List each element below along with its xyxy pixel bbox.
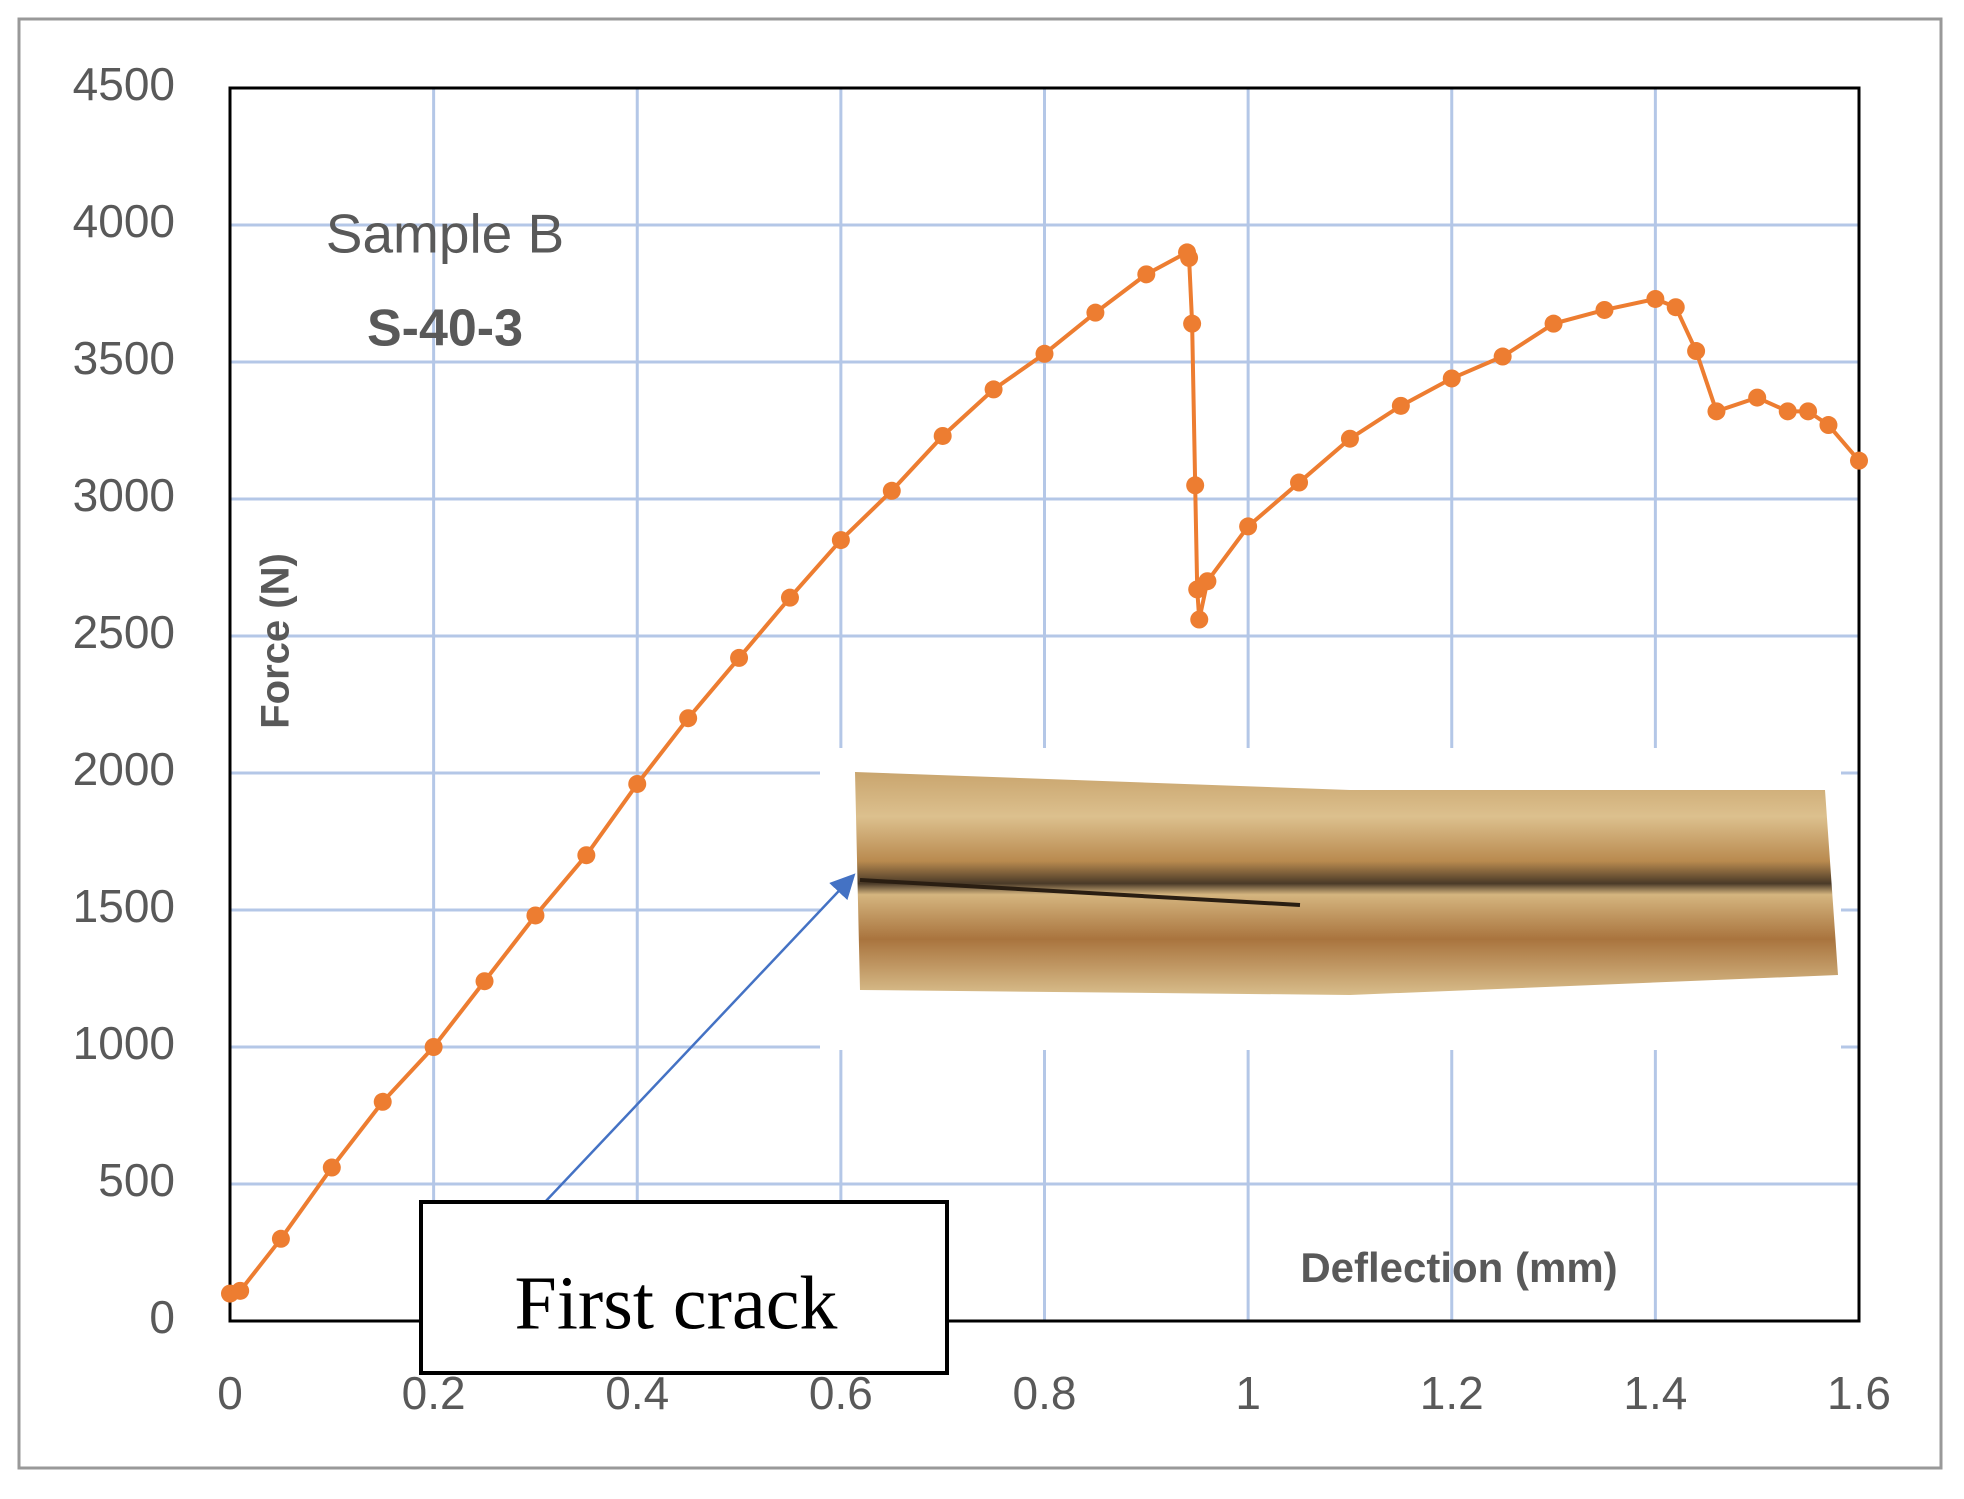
- data-point: [1290, 473, 1309, 492]
- y-tick-label: 4000: [73, 195, 175, 247]
- data-point: [1819, 416, 1838, 435]
- data-point: [882, 481, 901, 500]
- plot: [221, 243, 1868, 1303]
- data-point: [1137, 265, 1156, 284]
- y-tick-label: 500: [98, 1154, 175, 1206]
- y-axis-label: Force (N): [254, 553, 298, 729]
- y-tick-label: 3000: [73, 469, 175, 521]
- data-point: [1544, 314, 1563, 333]
- data-point: [1239, 517, 1258, 536]
- arrow: [544, 873, 856, 1203]
- data-point: [373, 1092, 392, 1111]
- frame: [17, 17, 1943, 1470]
- data-point: [424, 1038, 443, 1056]
- sample-id: S-40-3: [367, 300, 523, 358]
- x-tick-label: 1: [1235, 1367, 1261, 1419]
- crack: [859, 878, 1301, 907]
- x-tick-label: 0.6: [809, 1367, 873, 1419]
- x-tick-label: 1.4: [1623, 1367, 1687, 1419]
- x-tick-label: 1.2: [1420, 1367, 1484, 1419]
- data-point: [1086, 303, 1105, 322]
- data-point: [1778, 402, 1797, 421]
- data-point: [831, 531, 850, 550]
- data-point: [1646, 289, 1665, 308]
- y-tick-label: 3500: [73, 332, 175, 384]
- photo-inset: [820, 748, 1841, 1050]
- data-point: [1035, 344, 1054, 363]
- y-tick-label: 1500: [73, 880, 175, 932]
- data-point: [1190, 610, 1209, 629]
- data-point: [984, 380, 1003, 399]
- x-tick-label: 0.4: [605, 1367, 669, 1419]
- data-point: [526, 906, 545, 925]
- data-point: [1198, 572, 1217, 591]
- specimen: [855, 772, 1838, 995]
- y-tick-label: 0: [149, 1291, 175, 1343]
- data-point: [1180, 248, 1199, 267]
- x-tick-label: 0.8: [1013, 1367, 1077, 1419]
- x-axis-label: Deflection (mm): [1300, 1244, 1617, 1291]
- sample-label: Sample B: [326, 203, 564, 265]
- data-point: [1799, 402, 1818, 421]
- y-tick-label: 1000: [73, 1017, 175, 1069]
- annotation-box: [419, 1200, 949, 1375]
- data-point: [1666, 298, 1685, 317]
- data-point: [1442, 369, 1461, 388]
- data-point: [1687, 342, 1706, 361]
- y-tick-label: 4500: [73, 58, 175, 110]
- data-point: [1340, 429, 1359, 448]
- data-point: [1391, 396, 1410, 415]
- data-point: [1493, 347, 1512, 366]
- data-point: [628, 774, 647, 793]
- data-point: [231, 1281, 250, 1300]
- data-point: [322, 1158, 341, 1177]
- data-point: [1850, 451, 1868, 470]
- y-tick-label: 2500: [73, 606, 175, 658]
- x-tick-label: 1.6: [1827, 1367, 1891, 1419]
- data-point: [679, 709, 698, 728]
- data-point: [933, 426, 952, 445]
- data-point: [577, 846, 596, 865]
- data-point: [1748, 388, 1767, 407]
- data-point: [1183, 314, 1202, 333]
- data-point: [1595, 300, 1614, 319]
- data-point: [1707, 402, 1726, 421]
- data-point: [475, 972, 494, 991]
- annotation: First crack: [515, 1261, 838, 1345]
- data-point: [271, 1229, 290, 1248]
- x-tick-label: 0.2: [402, 1367, 466, 1419]
- data-point: [730, 648, 749, 667]
- data-point: [780, 588, 799, 607]
- y-tick-label: 2000: [73, 743, 175, 795]
- data-point: [1186, 476, 1205, 495]
- x-tick-label: 0: [217, 1367, 243, 1419]
- plot-border: [228, 86, 1861, 1323]
